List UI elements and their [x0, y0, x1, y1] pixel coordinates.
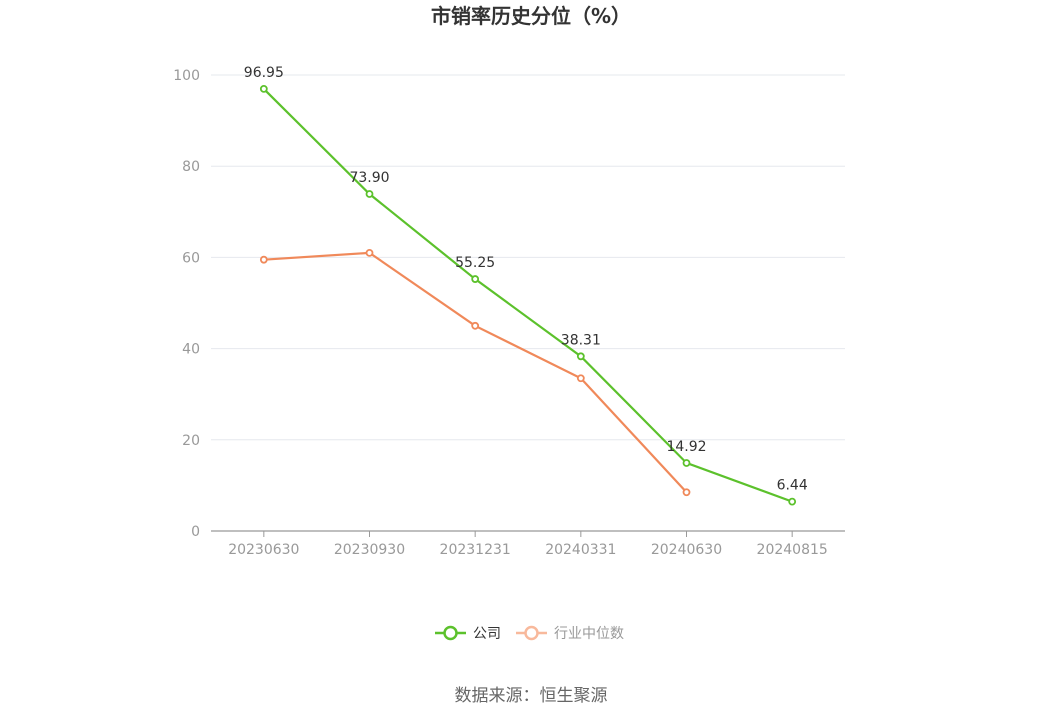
legend-industry-label: 行业中位数: [554, 626, 624, 642]
industry-point[interactable]: [365, 248, 374, 257]
industry-point[interactable]: [682, 488, 691, 497]
y-tick-label: 40: [182, 342, 200, 358]
x-tick-label: 20240815: [757, 542, 828, 558]
company-data-label: 14.92: [666, 439, 706, 455]
company-point[interactable]: [576, 352, 585, 361]
legend-company-marker: [443, 625, 458, 641]
company-line: [263, 88, 793, 503]
chart-title: 市销率历史分位（%）: [431, 4, 631, 28]
series-company: 96.95 73.90 55.25 38.31 14.92 6.44: [244, 65, 808, 506]
y-tick-label: 80: [182, 159, 200, 175]
legend: 公司 行业中位数: [435, 625, 624, 642]
grid: [211, 74, 845, 441]
legend-item-company[interactable]: 公司: [435, 625, 501, 642]
company-data-label: 73.90: [349, 170, 389, 186]
data-source: 数据来源：恒生聚源: [455, 686, 608, 706]
y-tick-label: 60: [182, 250, 200, 266]
company-data-label: 6.44: [777, 478, 808, 494]
company-data-label: 96.95: [244, 65, 284, 81]
company-point[interactable]: [471, 275, 480, 283]
industry-point[interactable]: [471, 321, 480, 330]
y-tick-label: 20: [182, 433, 200, 449]
company-data-label: 55.25: [455, 255, 495, 271]
x-tick-label: 20230930: [334, 542, 405, 558]
legend-item-industry[interactable]: 行业中位数: [516, 625, 624, 642]
x-tick-label: 20240630: [651, 542, 722, 558]
company-point[interactable]: [365, 190, 374, 198]
legend-industry-marker: [524, 625, 539, 641]
company-point[interactable]: [259, 85, 268, 93]
company-point[interactable]: [788, 497, 797, 506]
series-layer: 96.95 73.90 55.25 38.31 14.92 6.44: [244, 65, 808, 506]
series-industry: [259, 248, 691, 497]
industry-line: [263, 251, 688, 493]
y-tick-label: 0: [191, 524, 200, 540]
y-tick-label: 100: [173, 68, 200, 84]
x-tick-label: 20230630: [228, 542, 299, 558]
company-data-label: 38.31: [561, 332, 601, 348]
legend-company-label: 公司: [473, 626, 501, 642]
x-tick-label: 20231231: [440, 542, 511, 558]
company-point[interactable]: [682, 459, 691, 467]
x-axis: 20230630 20230930 20231231 20240331 20240630…: [211, 530, 845, 558]
industry-point[interactable]: [576, 374, 585, 383]
industry-point[interactable]: [259, 255, 268, 264]
x-tick-label: 20240331: [545, 542, 616, 558]
y-axis: 0 20 40 60 80 100: [173, 68, 200, 540]
